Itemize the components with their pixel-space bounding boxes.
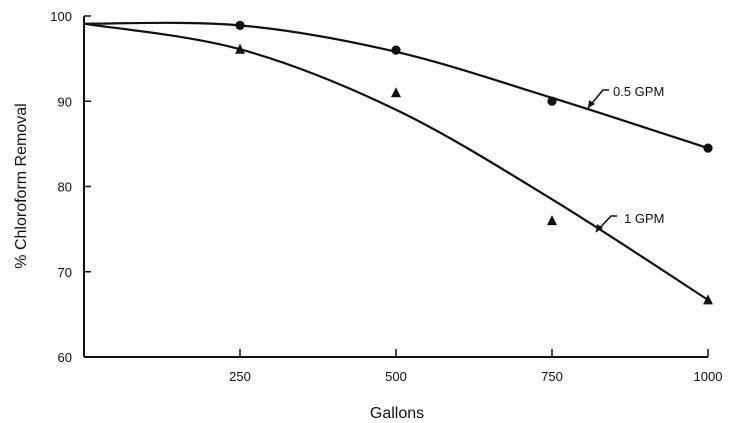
fit-curves bbox=[83, 21, 709, 301]
x-tick-label: 250 bbox=[229, 369, 251, 384]
series-0-5-gpm-arrowhead bbox=[588, 100, 595, 108]
series-0-5-gpm-pointer bbox=[587, 89, 609, 109]
series-1-gpm-point bbox=[547, 215, 557, 226]
y-axis: 60 70 80 90 100 bbox=[50, 9, 91, 365]
data-markers bbox=[235, 20, 713, 305]
y-tick-label: 60 bbox=[58, 350, 72, 365]
series-0-5-gpm-label: 0.5 GPM bbox=[613, 84, 664, 99]
x-tick-label: 1000 bbox=[694, 369, 723, 384]
series-1-gpm-arrowhead bbox=[596, 224, 603, 232]
series-0-5-gpm-point bbox=[703, 143, 713, 153]
x-axis-label: Gallons bbox=[370, 405, 424, 422]
y-tick-label: 70 bbox=[58, 265, 72, 280]
series-1-gpm-point bbox=[235, 43, 245, 54]
series-0-5-gpm-point bbox=[547, 96, 557, 106]
series-1-gpm-label: 1 GPM bbox=[624, 211, 664, 226]
series-0-5-gpm-point bbox=[391, 45, 401, 55]
x-tick-label: 750 bbox=[541, 369, 563, 384]
y-tick-label: 80 bbox=[58, 180, 72, 195]
series-1-gpm-point bbox=[703, 294, 713, 305]
y-tick-label: 100 bbox=[50, 9, 72, 24]
series-0-5-gpm-point bbox=[235, 20, 245, 30]
y-tick-label: 90 bbox=[58, 94, 72, 109]
x-axis: 250 500 750 1000 bbox=[84, 349, 722, 384]
series-1-gpm-point bbox=[391, 87, 401, 98]
series-1-gpm-curve bbox=[83, 22, 709, 301]
y-axis-label: % Chloroform Removal bbox=[13, 103, 30, 268]
x-tick-label: 500 bbox=[385, 369, 407, 384]
series-labels: 0.5 GPM 1 GPM bbox=[587, 84, 664, 233]
